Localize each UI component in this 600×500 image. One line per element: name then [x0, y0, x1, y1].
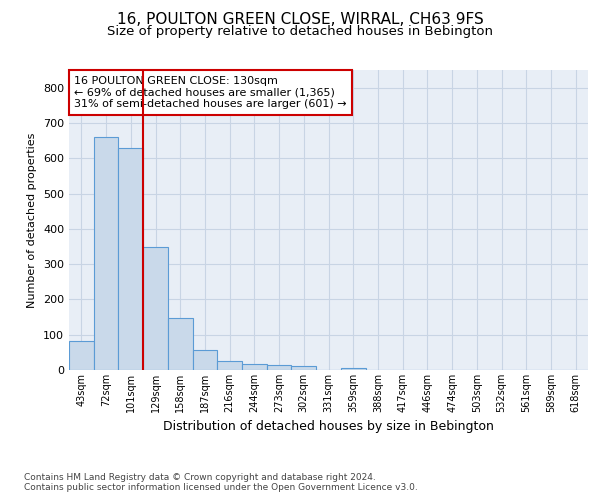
- Bar: [341, 368, 365, 370]
- Bar: [217, 361, 242, 370]
- Bar: [242, 364, 267, 370]
- Bar: [94, 137, 118, 370]
- Text: Contains HM Land Registry data © Crown copyright and database right 2024.: Contains HM Land Registry data © Crown c…: [24, 472, 376, 482]
- Bar: [267, 366, 292, 370]
- Bar: [193, 350, 217, 370]
- Text: Size of property relative to detached houses in Bebington: Size of property relative to detached ho…: [107, 25, 493, 38]
- Bar: [143, 247, 168, 370]
- Text: Contains public sector information licensed under the Open Government Licence v3: Contains public sector information licen…: [24, 484, 418, 492]
- Text: 16 POULTON GREEN CLOSE: 130sqm
← 69% of detached houses are smaller (1,365)
31% : 16 POULTON GREEN CLOSE: 130sqm ← 69% of …: [74, 76, 347, 109]
- X-axis label: Distribution of detached houses by size in Bebington: Distribution of detached houses by size …: [163, 420, 494, 434]
- Text: 16, POULTON GREEN CLOSE, WIRRAL, CH63 9FS: 16, POULTON GREEN CLOSE, WIRRAL, CH63 9F…: [116, 12, 484, 28]
- Bar: [118, 148, 143, 370]
- Y-axis label: Number of detached properties: Number of detached properties: [28, 132, 37, 308]
- Bar: [69, 340, 94, 370]
- Bar: [292, 366, 316, 370]
- Bar: [168, 318, 193, 370]
